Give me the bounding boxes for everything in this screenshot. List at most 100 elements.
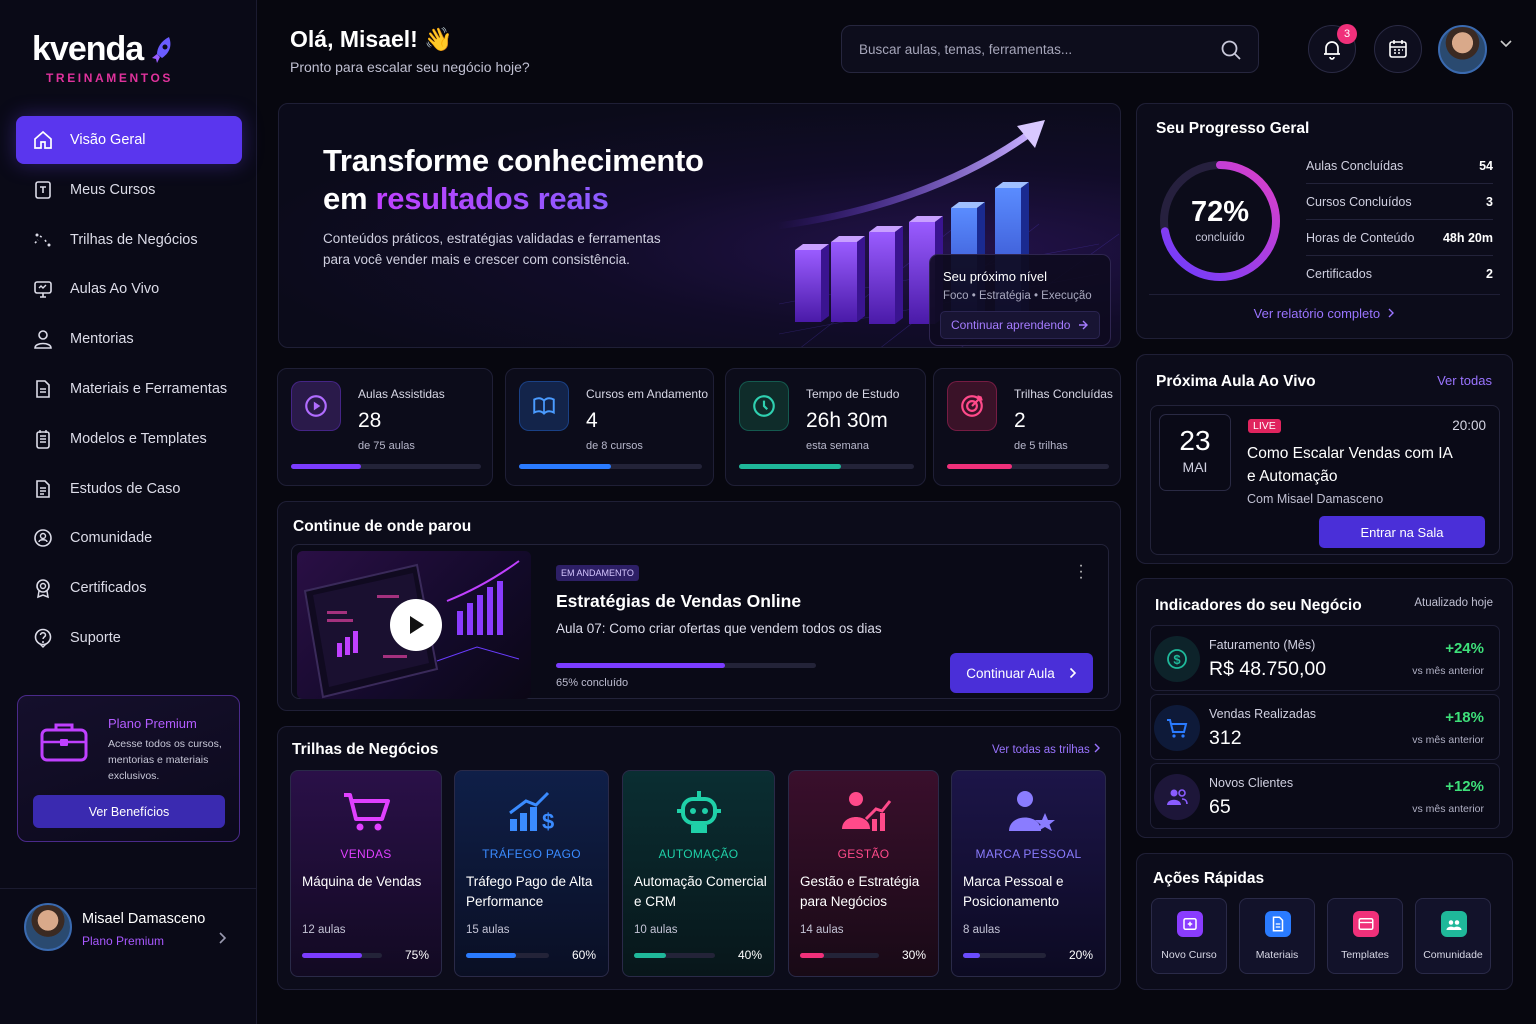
hero-description: Conteúdos práticos, estratégias validada… (323, 231, 661, 267)
calendar-button[interactable] (1374, 25, 1422, 73)
stat-card[interactable]: Aulas Assistidas 28 de 75 aulas (277, 368, 493, 486)
track-card[interactable]: AUTOMAÇÃO Automação Comercial e CRM 10 aul… (622, 770, 775, 977)
join-room-button[interactable]: Entrar na Sala (1319, 516, 1485, 548)
indicator-row[interactable]: Novos Clientes 65 +12% vs mês anterior (1150, 763, 1500, 829)
sidebar-item-suporte[interactable]: Suporte (16, 614, 242, 662)
sidebar-item-materiais-e-ferramentas[interactable]: Materiais e Ferramentas (16, 365, 242, 413)
business-indicators-card: Indicadores do seu Negócio Atualizado ho… (1136, 578, 1513, 838)
play-button[interactable] (390, 599, 442, 651)
document-icon (36, 479, 50, 498)
arrow-right-icon (1079, 320, 1089, 330)
sidebar-item-aulas-ao-vivo[interactable]: Aulas Ao Vivo (16, 265, 242, 313)
growth-dollar-icon: $ (508, 791, 554, 834)
more-options-icon[interactable]: · · · (1078, 557, 1084, 586)
user-profile[interactable]: Misael Damasceno Plano Premium (0, 888, 257, 1024)
stat-card[interactable]: Cursos em Andamento 4 de 8 cursos (505, 368, 714, 486)
view-all-live-link[interactable]: Ver todas (1437, 373, 1492, 388)
book-icon (35, 180, 51, 199)
play-icon (410, 616, 424, 634)
indicator-icon-box (1154, 705, 1200, 751)
notifications-button[interactable]: 3 (1308, 24, 1357, 73)
indicator-change: +12% (1445, 778, 1484, 795)
chevron-right-icon (1388, 308, 1395, 318)
live-event: 23 MAI LIVE 20:00 Como Escalar Vendas co… (1150, 405, 1500, 555)
open-book-icon (533, 397, 555, 415)
track-category: GESTÃO (837, 847, 890, 861)
sidebar-item-modelos-e-templates[interactable]: Modelos e Templates (16, 415, 242, 463)
hero-title: Transforme conhecimento em resultados re… (323, 142, 704, 218)
logo[interactable]: kvenda TREINAMENTOS (32, 30, 175, 85)
continue-learning-button[interactable]: Continuar aprendendo (940, 311, 1100, 339)
track-card[interactable]: GESTÃO Gestão e Estratégia para Negócios 1… (788, 770, 939, 977)
track-card[interactable]: $ TRÁFEGO PAGO Tráfego Pago de Alta Perfor… (454, 770, 609, 977)
sidebar-item-comunidade[interactable]: Comunidade (16, 514, 242, 562)
course-in-progress-card[interactable]: EM ANDAMENTO Estratégias de Vendas Onlin… (291, 544, 1109, 699)
community-icon (34, 529, 52, 548)
track-card[interactable]: VENDAS Máquina de Vendas 12 aulas 75% (290, 770, 442, 977)
view-benefits-button[interactable]: Ver Benefícios (33, 795, 225, 828)
svg-text:$: $ (1173, 652, 1181, 667)
sidebar-item-visao-geral[interactable]: Visão Geral (16, 116, 242, 164)
stat-card[interactable]: Trilhas Concluídas 2 de 5 trilhas (933, 368, 1121, 486)
quick-action-button[interactable]: Comunidade (1415, 898, 1491, 974)
track-name: Marca Pessoal e Posicionamento (963, 874, 1064, 909)
course-progress-bar (556, 663, 816, 668)
chevron-right-icon (219, 932, 227, 944)
stat-progress-bar (739, 464, 914, 469)
quick-action-button[interactable]: Materiais (1239, 898, 1315, 974)
lesson-title: Aula 07: Como criar ofertas que vendem t… (556, 621, 882, 636)
course-thumbnail[interactable] (297, 551, 531, 699)
event-time: 20:00 (1452, 418, 1486, 433)
indicator-value: R$ 48.750,00 (1209, 658, 1327, 680)
notification-badge: 3 (1337, 24, 1357, 44)
view-all-tracks-link[interactable]: Ver todas as trilhas (992, 743, 1101, 756)
indicator-compare: vs mês anterior (1412, 665, 1484, 677)
section-title: Trilhas de Negócios (292, 741, 439, 758)
progress-stat-value: 48h 20m (1442, 230, 1493, 245)
course-title: Estratégias de Vendas Online (556, 591, 802, 611)
hero-title-highlight: resultados reais (375, 181, 609, 216)
indicator-compare: vs mês anterior (1412, 803, 1484, 815)
next-level-title: Seu próximo nível (943, 269, 1048, 284)
track-category: AUTOMAÇÃO (658, 847, 739, 861)
indicator-change: +24% (1445, 640, 1484, 657)
stat-icon-box (291, 381, 341, 431)
header-avatar[interactable] (1438, 25, 1487, 74)
logo-text: kvenda (32, 30, 144, 68)
quick-action-button[interactable]: Novo Curso (1151, 898, 1227, 974)
indicator-row[interactable]: Vendas Realizadas 312 +18% vs mês anterior (1150, 694, 1500, 760)
continue-lesson-button[interactable]: Continuar Aula (950, 653, 1093, 693)
help-icon (34, 628, 52, 648)
rocket-icon (152, 36, 171, 63)
search-input[interactable] (859, 41, 1199, 57)
sidebar-item-certificados[interactable]: Certificados (16, 564, 242, 612)
sidebar-item-trilhas-de-negocios[interactable]: Trilhas de Negócios (16, 216, 242, 264)
indicator-label: Novos Clientes (1209, 776, 1294, 790)
progress-stat-value: 2 (1486, 267, 1493, 281)
progress-stat-label: Aulas Concluídas (1306, 158, 1404, 173)
progress-stat-row: Aulas Concluídas 54 (1306, 148, 1493, 184)
full-report-link[interactable]: Ver relatório completo (1137, 306, 1512, 321)
stat-label: Aulas Assistidas (358, 387, 445, 401)
track-category: VENDAS (340, 847, 392, 861)
progress-value: 72% (1190, 196, 1250, 228)
indicator-label: Vendas Realizadas (1209, 707, 1317, 721)
greeting-subtitle: Pronto para escalar seu negócio hoje? (290, 59, 530, 75)
stat-value: 4 (586, 409, 598, 432)
sidebar-item-label: Modelos e Templates (70, 430, 207, 447)
community-icon (1446, 920, 1462, 930)
search-icon[interactable] (1220, 39, 1242, 61)
sidebar-item-label: Certificados (70, 580, 147, 597)
track-card[interactable]: MARCA PESSOAL Marca Pessoal e Posicioname… (951, 770, 1106, 977)
award-icon (36, 579, 50, 599)
continue-watching-section: Continue de onde parou EM ANDAMENTO Estr… (277, 501, 1121, 711)
chevron-down-icon[interactable] (1500, 40, 1512, 48)
track-name: Tráfego Pago de Alta Performance (466, 874, 593, 909)
sidebar-item-meus-cursos[interactable]: Meus Cursos (16, 166, 242, 214)
stat-card[interactable]: Tempo de Estudo 26h 30m esta semana (725, 368, 926, 486)
track-icon-wrap (291, 785, 441, 845)
sidebar-item-mentorias[interactable]: Mentorias (16, 315, 242, 363)
sidebar-item-estudos-de-caso[interactable]: Estudos de Caso (16, 465, 242, 513)
quick-action-button[interactable]: Templates (1327, 898, 1403, 974)
indicator-row[interactable]: $ Faturamento (Mês) R$ 48.750,00 +24% vs mês… (1150, 625, 1500, 691)
